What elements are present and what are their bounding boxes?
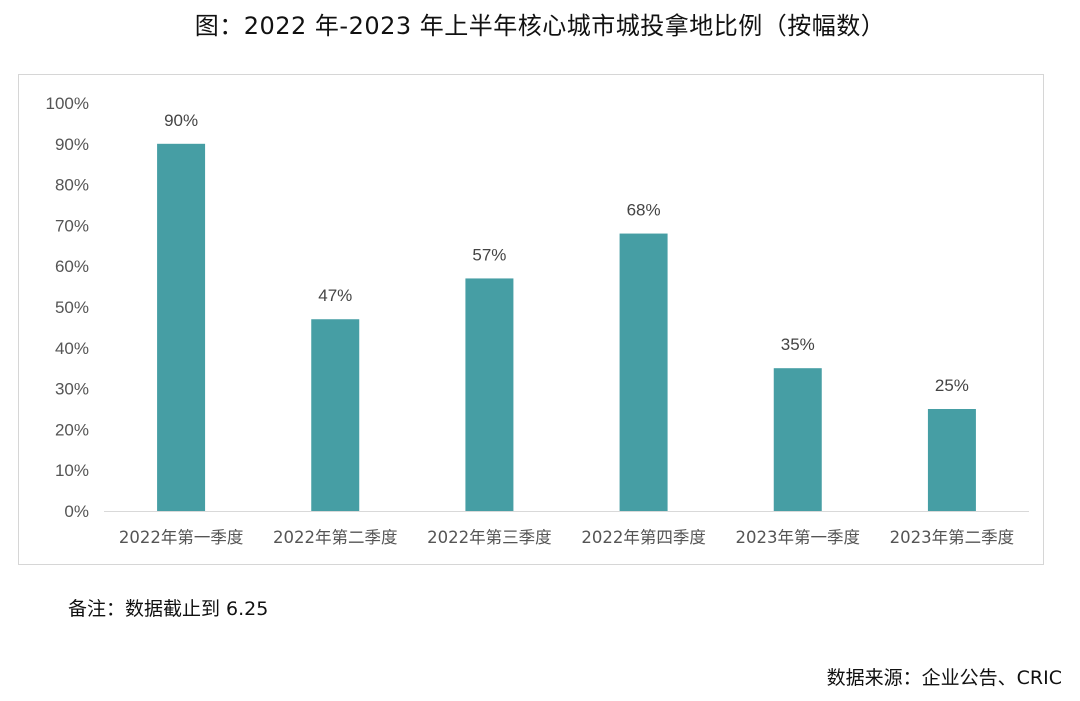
chart-frame: 0% 10% 20% 30% 40% 50% 60% 70% 80% 90% 100% 90% 47%…	[18, 74, 1044, 565]
bar-data-label: 47%	[318, 286, 352, 305]
y-tick-label: 20%	[55, 420, 89, 439]
x-category-label: 2022年第四季度	[581, 528, 706, 547]
bars-group	[157, 143, 976, 512]
x-category-label: 2022年第三季度	[427, 528, 552, 547]
bar	[619, 233, 668, 511]
bar	[773, 368, 822, 511]
source-note: 数据来源：企业公告、CRIC	[826, 667, 1062, 689]
category-labels-group: 2022年第一季度 2022年第二季度 2022年第三季度 2022年第四季度 2023…	[119, 528, 1014, 547]
bar-data-label: 68%	[627, 201, 661, 220]
y-tick-label: 100%	[46, 94, 89, 113]
data-labels-group: 90% 47% 57% 68% 35% 25%	[164, 111, 969, 395]
bar	[465, 278, 514, 511]
y-tick-label: 0%	[64, 502, 89, 521]
y-axis-ticks: 0% 10% 20% 30% 40% 50% 60% 70% 80% 90% 100%	[46, 94, 89, 521]
y-tick-label: 80%	[55, 176, 89, 195]
x-category-label: 2023年第二季度	[890, 528, 1015, 547]
bar	[927, 409, 976, 511]
page-title: 图：2022 年-2023 年上半年核心城市城投拿地比例（按幅数）	[194, 12, 886, 40]
bar-data-label: 57%	[472, 245, 506, 264]
y-tick-label: 50%	[55, 298, 89, 317]
bar	[157, 143, 206, 512]
bar-data-label: 90%	[164, 111, 198, 130]
footnote: 备注：数据截止到 6.25	[68, 598, 269, 620]
y-tick-label: 30%	[55, 380, 89, 399]
bar-data-label: 35%	[781, 335, 815, 354]
bar-data-label: 25%	[935, 376, 969, 395]
x-category-label: 2022年第二季度	[273, 528, 398, 547]
bar-chart: 0% 10% 20% 30% 40% 50% 60% 70% 80% 90% 100% 90% 47%…	[46, 94, 1029, 547]
bar	[311, 319, 360, 511]
x-category-label: 2023年第一季度	[736, 528, 861, 547]
y-tick-label: 10%	[55, 461, 89, 480]
y-tick-label: 40%	[55, 339, 89, 358]
x-category-label: 2022年第一季度	[119, 528, 244, 547]
y-tick-label: 90%	[55, 135, 89, 154]
y-tick-label: 70%	[55, 216, 89, 235]
y-tick-label: 60%	[55, 257, 89, 276]
